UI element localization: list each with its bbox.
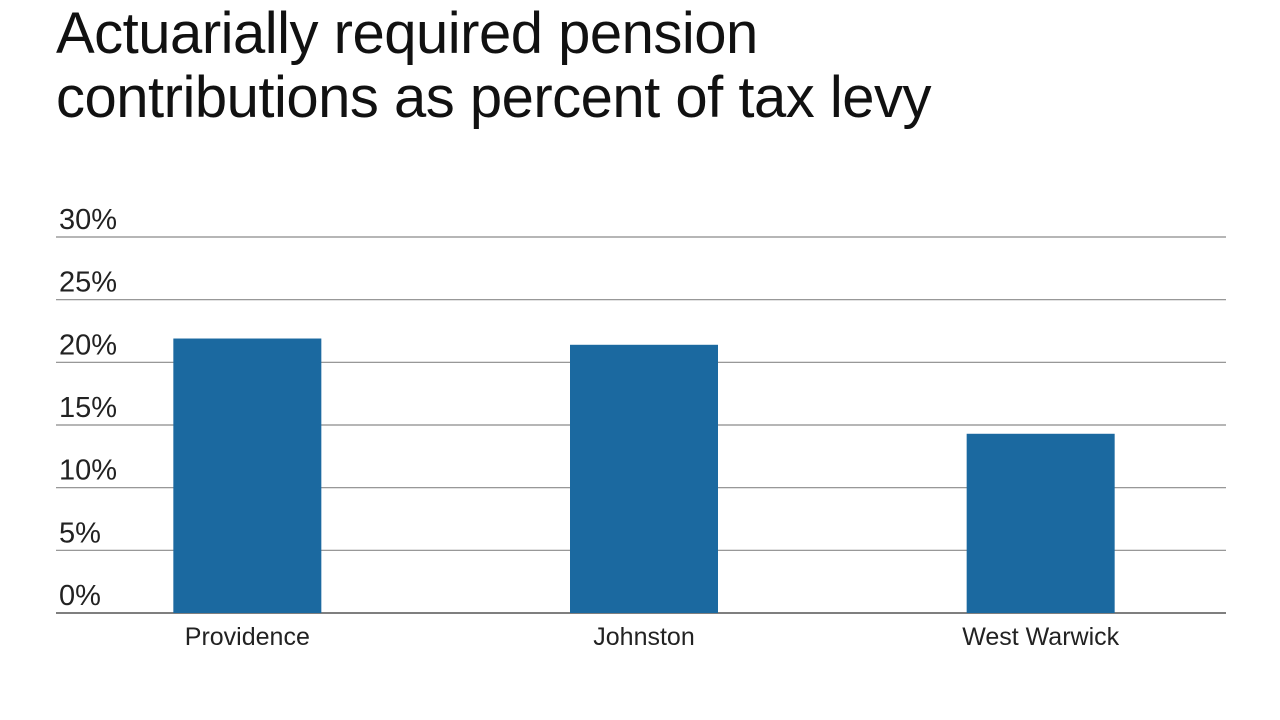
y-tick-label-25: 25% [59, 267, 117, 299]
y-tick-label-10: 10% [59, 455, 117, 487]
y-tick-label-15: 15% [59, 392, 117, 424]
x-category-label-providence: Providence [185, 623, 310, 651]
bar-johnston [570, 344, 718, 613]
y-tick-label-20: 20% [59, 329, 117, 361]
y-axis-tick-labels: 0% 5% 10% 15% 20% 25% 30% [59, 204, 117, 612]
y-tick-label-0: 0% [59, 580, 101, 612]
y-tick-label-5: 5% [59, 517, 101, 549]
chart-title: Actuarially required pension contributio… [56, 2, 1236, 130]
bar-providence [173, 338, 322, 613]
bar-west-warwick [966, 433, 1115, 613]
bars [173, 338, 1115, 613]
x-category-label-johnston: Johnston [593, 623, 694, 651]
y-tick-label-30: 30% [59, 204, 117, 236]
chart-title-line-2: contributions as percent of tax levy [56, 65, 932, 130]
chart-title-line-1: Actuarially required pension [56, 1, 758, 66]
x-category-label-west-warwick: West Warwick [962, 623, 1119, 651]
x-axis-category-labels: Providence Johnston West Warwick [185, 623, 1120, 651]
